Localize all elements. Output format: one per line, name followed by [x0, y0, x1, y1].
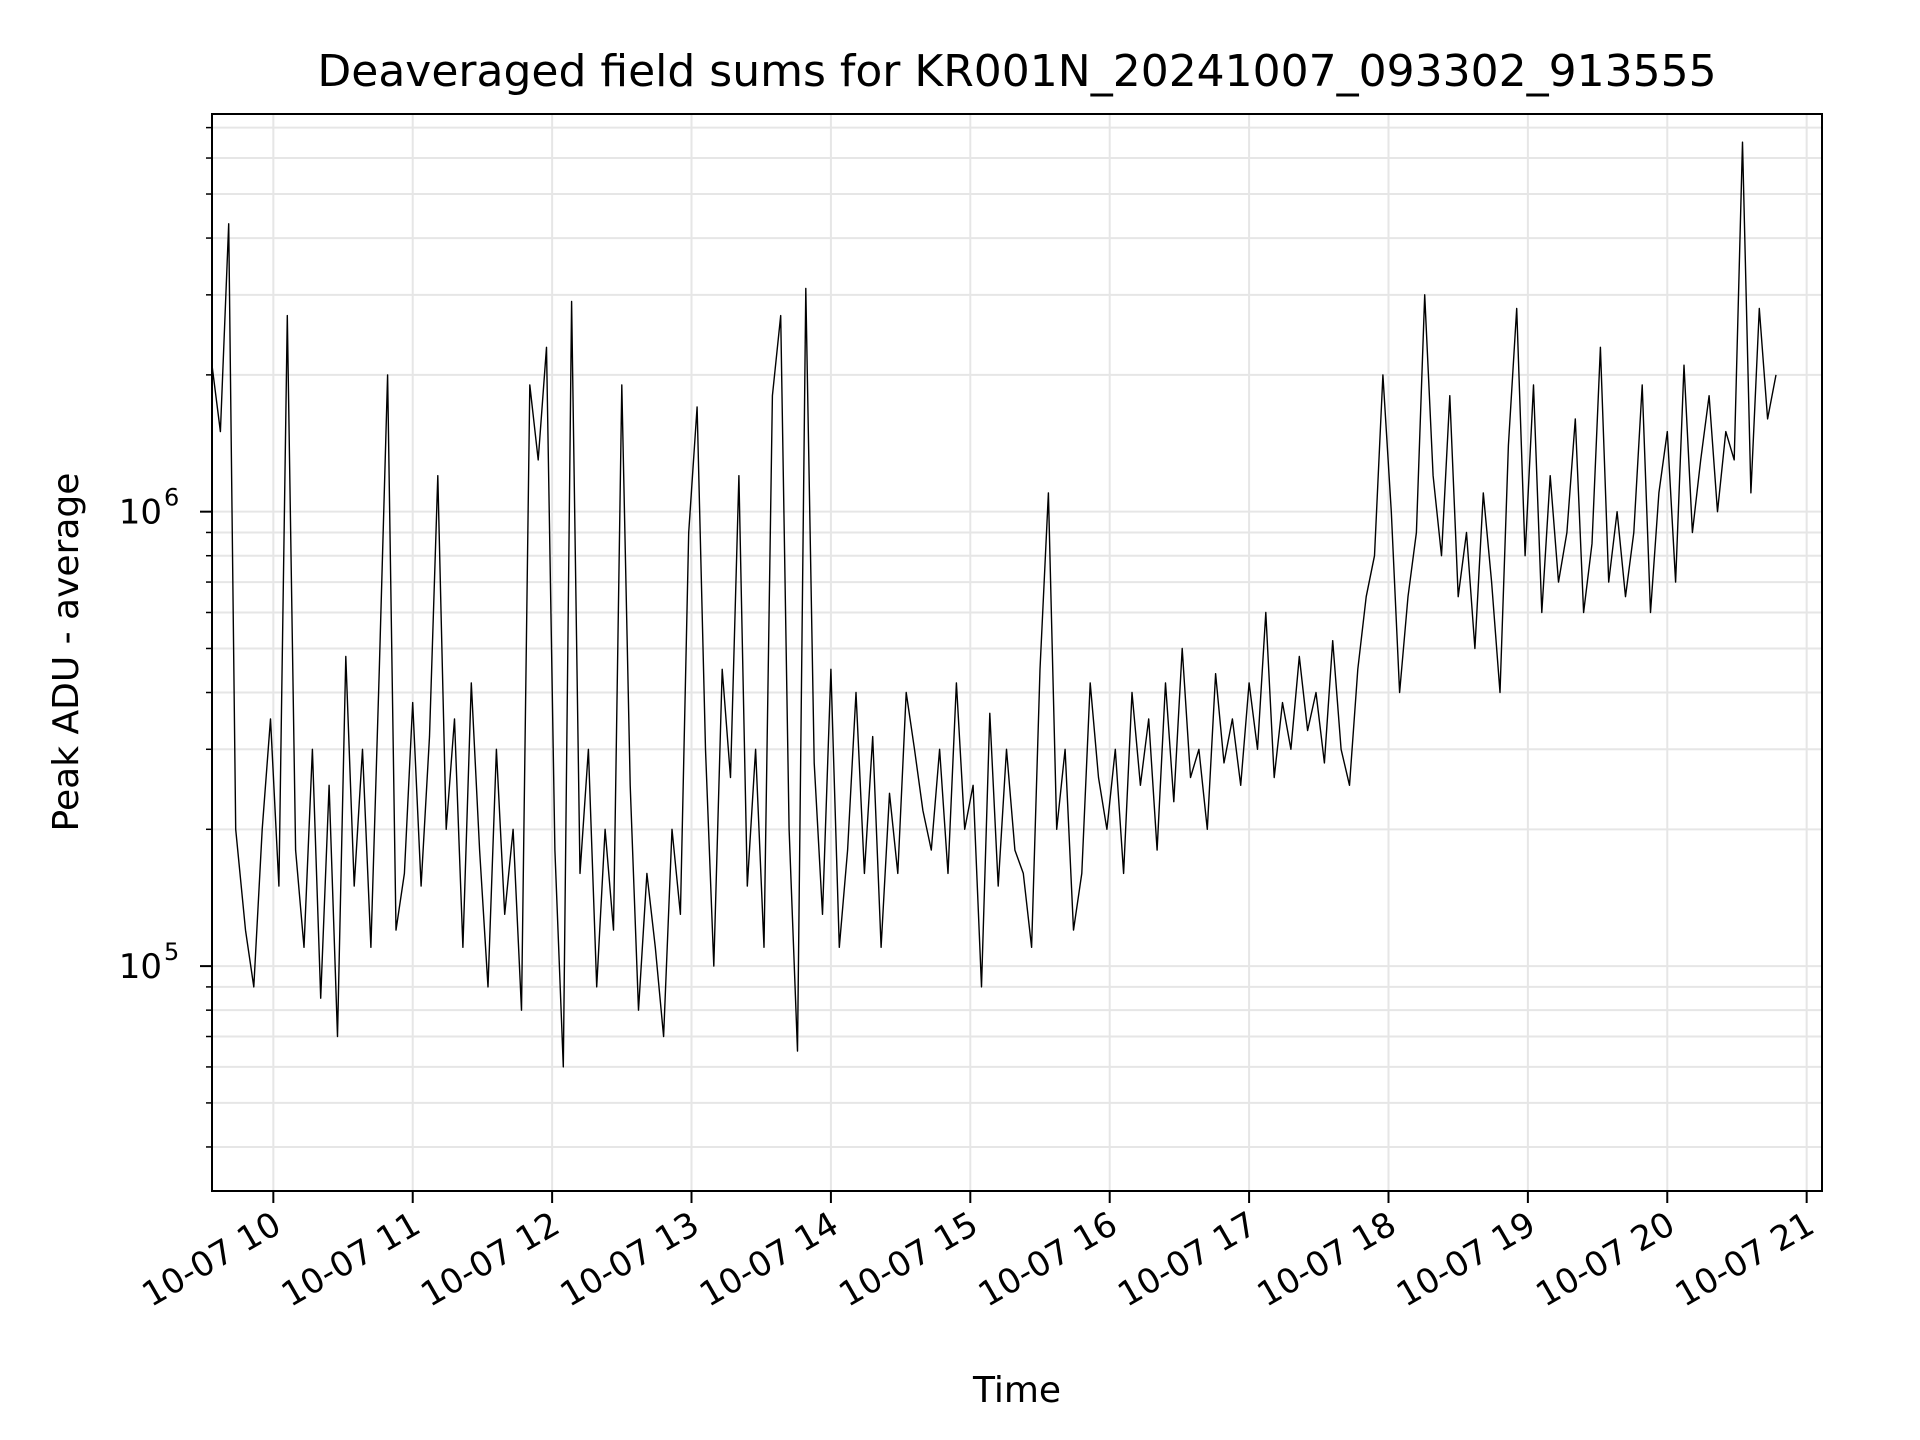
x-tick-label: 10-07 16 — [972, 1204, 1124, 1315]
x-tick-label: 10-07 15 — [832, 1204, 984, 1315]
y-tick-exponent: 6 — [164, 484, 179, 512]
x-axis-label: Time — [972, 1370, 1061, 1411]
x-tick-label: 10-07 11 — [275, 1204, 427, 1315]
y-tick-label: 10 — [119, 493, 162, 533]
y-axis-label: Peak ADU - average — [46, 473, 87, 832]
grid-lines — [212, 114, 1822, 1191]
plot-area-frame — [211, 113, 1823, 1192]
x-tick-label: 10-07 20 — [1529, 1204, 1681, 1315]
x-tick-label: 10-07 21 — [1669, 1204, 1821, 1315]
series-line — [211, 141, 1777, 1068]
axis-ticks — [200, 126, 1808, 1203]
x-tick-label: 10-07 18 — [1251, 1204, 1403, 1315]
chart-title: Deaveraged field sums for KR001N_2024100… — [317, 46, 1716, 97]
x-tick-label: 10-07 13 — [554, 1204, 706, 1315]
x-tick-label: 10-07 17 — [1111, 1204, 1263, 1315]
x-tick-label: 10-07 12 — [414, 1204, 566, 1315]
x-tick-label: 10-07 19 — [1390, 1204, 1542, 1315]
y-tick-exponent: 5 — [164, 938, 179, 966]
y-tick-label: 10 — [119, 947, 162, 987]
x-tick-label: 10-07 10 — [135, 1204, 287, 1315]
x-tick-label: 10-07 14 — [693, 1204, 845, 1315]
